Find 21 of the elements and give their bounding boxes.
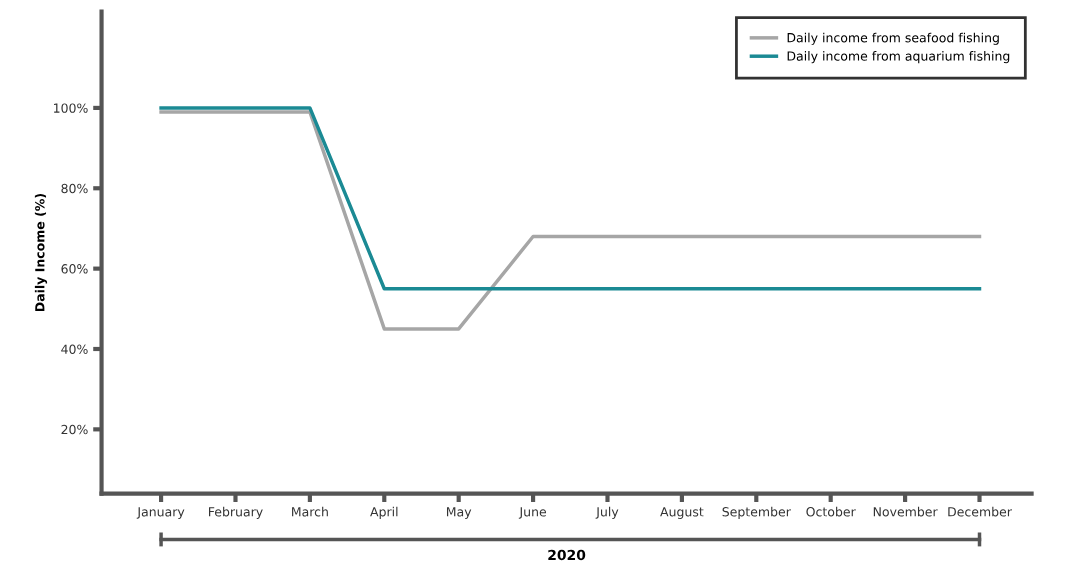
x-tick-label: March xyxy=(292,506,328,517)
legend-label: Daily income from aquarium fishing xyxy=(787,51,1010,64)
x-tick-label: September xyxy=(722,506,791,519)
y-tick-label: 80% xyxy=(61,183,88,194)
y-tick-label: 20% xyxy=(61,424,88,435)
y-tick-label: 40% xyxy=(61,344,88,354)
x-tick-label: July xyxy=(595,506,619,519)
x-tick-label: May xyxy=(446,507,472,519)
x-tick-label: October xyxy=(806,506,856,517)
y-tick-label: 100% xyxy=(54,103,88,113)
x-tick-label: June xyxy=(518,507,547,519)
x-tick-label: November xyxy=(873,506,938,517)
x-tick-label: August xyxy=(660,507,704,519)
y-tick-label: 60% xyxy=(61,264,88,274)
x-tick-label: April xyxy=(370,506,398,519)
x-tick-label: January xyxy=(136,507,185,519)
x-tick-label: February xyxy=(209,506,263,519)
legend-label: Daily income from seafood fishing xyxy=(787,32,999,45)
x-tick-label: December xyxy=(948,506,1012,517)
y-axis-title: Daily Income (%) xyxy=(34,194,48,312)
x-axis-title: 2020 xyxy=(548,549,586,561)
